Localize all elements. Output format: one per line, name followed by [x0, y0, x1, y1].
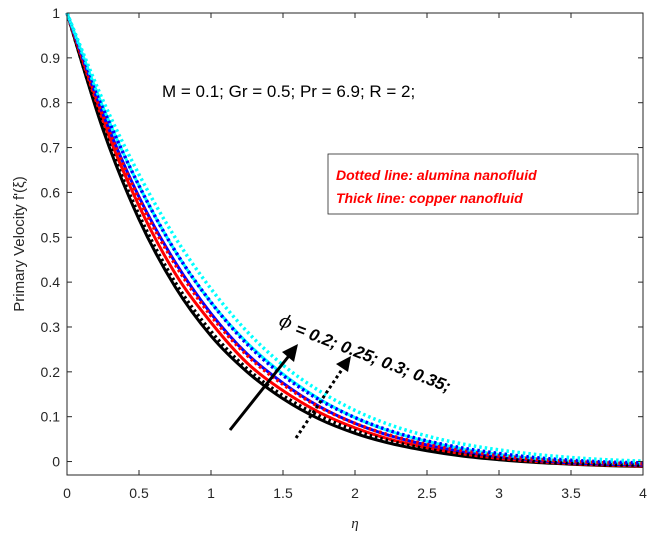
dotted-series-line-6	[65, 12, 644, 465]
dotted-series-line-5	[65, 12, 644, 466]
y-tick-label: 0.5	[41, 229, 61, 245]
y-tick-label: 0.7	[41, 140, 61, 156]
series-layer	[65, 12, 644, 468]
x-tick-label: 2	[351, 485, 359, 501]
legend-line-alumina: Dotted line: alumina nanofluid	[336, 167, 537, 183]
legend-box	[327, 153, 639, 215]
y-tick-label: 1	[52, 5, 60, 21]
y-axis-label: Primary Velocity f'(ξ)	[11, 176, 28, 311]
increase-arrow-solid	[228, 344, 298, 431]
y-tick-label: 0	[52, 454, 60, 470]
solid-series-line-2	[65, 12, 644, 467]
x-tick-label: 3.5	[561, 485, 581, 501]
parameters-text: M = 0.1; Gr = 0.5; Pr = 6.9; R = 2;	[162, 82, 415, 101]
y-tick-label: 0.1	[41, 409, 61, 425]
y-tick-label: 0.9	[41, 50, 61, 66]
legend-line-copper: Thick line: copper nanofluid	[336, 190, 523, 206]
tick-layer: 0 0.5 1 1.5 2 2.5 3 3.5 4 0 0.1 0.2 0.3 0.4 0.5 0.6 0.7 0…	[41, 5, 648, 501]
y-tick-label: 0.8	[41, 95, 61, 111]
x-tick-label: 1	[207, 485, 215, 501]
x-tick-label: 0	[63, 485, 71, 501]
y-tick-label: 0.6	[41, 184, 61, 200]
x-tick-label: 4	[639, 485, 647, 501]
x-tick-label: 0.5	[129, 485, 149, 501]
x-tick-label: 1.5	[273, 485, 293, 501]
dotted-series-line-4	[65, 12, 644, 467]
x-tick-label: 2.5	[417, 485, 437, 501]
y-tick-label: 0.3	[41, 319, 61, 335]
y-tick-label: 0.4	[41, 274, 61, 290]
y-tick-label: 0.2	[41, 364, 61, 380]
x-tick-label: 3	[495, 485, 503, 501]
x-axis-label: η	[351, 516, 358, 532]
increase-arrow-dotted	[294, 356, 351, 439]
